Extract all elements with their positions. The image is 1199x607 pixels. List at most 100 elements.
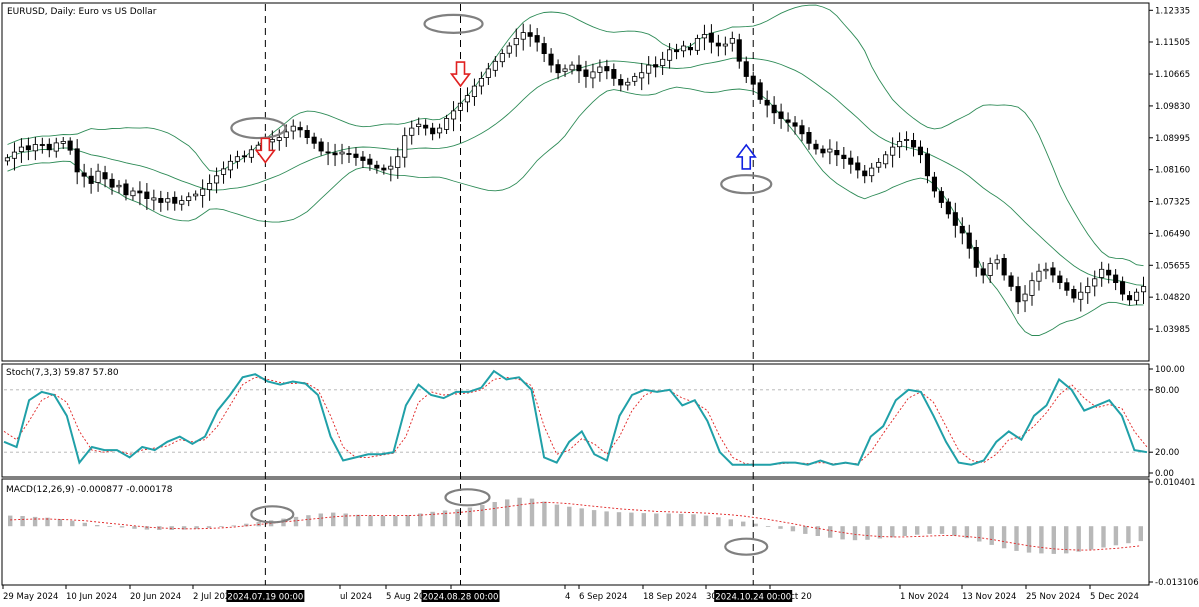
candle-bullish <box>869 167 875 177</box>
macd-histogram-bar <box>368 515 373 527</box>
candle-bullish <box>4 157 11 162</box>
candle-bearish <box>924 153 930 177</box>
macd-histogram-bar <box>119 526 125 528</box>
candle-bullish <box>402 135 408 158</box>
candle-bearish <box>1071 288 1077 299</box>
macd-axis-label: -0.013106 <box>1155 578 1199 588</box>
date-axis-label: 6 Sep 2024 <box>579 592 627 602</box>
candle-bearish <box>318 141 324 152</box>
macd-histogram-bar <box>915 526 920 535</box>
candle-bearish <box>541 43 547 55</box>
candle-bullish <box>1078 291 1084 300</box>
candle-bullish <box>625 81 631 86</box>
macd-histogram-bar <box>604 511 609 527</box>
macd-histogram-bar <box>1014 526 1019 551</box>
candle-bullish <box>388 165 394 170</box>
candle-bearish <box>144 191 150 199</box>
macd-histogram-bar <box>8 515 13 527</box>
macd-histogram-bar <box>902 526 907 536</box>
candle-bearish <box>618 79 624 86</box>
candle-bearish <box>736 39 742 62</box>
macd-trough-ellipse <box>724 537 769 556</box>
stoch-axis-label: 80.00 <box>1155 386 1179 396</box>
candle-bearish <box>743 61 749 77</box>
macd-histogram-bar <box>32 516 38 527</box>
candle-bullish <box>492 60 498 71</box>
macd-histogram-bar <box>567 506 572 527</box>
candle-bullish <box>248 149 255 158</box>
candle-bearish <box>653 64 659 68</box>
macd-histogram-bar <box>405 515 410 527</box>
macd-histogram-bar <box>828 526 833 538</box>
candle-bullish <box>701 34 707 39</box>
candle-bearish <box>841 154 847 159</box>
candle-bearish <box>1127 295 1133 301</box>
candle-bullish <box>193 193 199 197</box>
stoch-axis-label: 20.00 <box>1155 448 1179 458</box>
macd-histogram-bar <box>753 523 758 527</box>
candle-bullish <box>485 68 491 78</box>
price-axis-label: 1.06490 <box>1155 229 1190 239</box>
candle-bearish <box>1064 282 1070 291</box>
macd-histogram-bar <box>1064 526 1069 554</box>
candle-bullish <box>520 32 526 40</box>
candle-bullish <box>478 78 484 87</box>
candle-bearish <box>931 176 937 192</box>
macd-histogram-bar <box>666 513 671 527</box>
date-axis: 29 May 2024 10 Jun 2024 20 Jun 2024 2 Jul 2… <box>2 585 1139 603</box>
candle-bullish <box>200 188 206 196</box>
macd-histogram-bar <box>480 505 485 527</box>
candle-bearish <box>527 32 533 37</box>
date-axis-label: 1 Nov 2024 <box>900 592 949 602</box>
price-axis-label: 1.05655 <box>1155 261 1190 271</box>
macd-histogram-bar <box>865 526 870 540</box>
candle-bullish <box>1141 286 1147 293</box>
macd-histogram-bar <box>393 516 398 527</box>
buy-arrow-icon <box>735 143 757 170</box>
macd-histogram-bar <box>529 498 535 527</box>
candle-bearish <box>74 148 80 173</box>
candle-bullish <box>1085 286 1091 294</box>
stoch-axis-label: 0.00 <box>1155 469 1174 479</box>
macd-histogram-bar <box>678 513 684 527</box>
candle-bearish <box>39 144 45 146</box>
macd-histogram-bar <box>989 526 994 545</box>
candle-bearish <box>848 157 854 165</box>
macd-histogram-bar <box>181 526 187 530</box>
macd-histogram-bar <box>442 510 448 527</box>
macd-panel-frame <box>1 478 1150 586</box>
candle-bullish <box>213 175 220 184</box>
candle-bearish <box>88 175 94 184</box>
macd-histogram-bar <box>57 519 63 527</box>
macd-histogram-bar <box>517 497 522 527</box>
candle-bullish <box>1043 268 1049 272</box>
candle-bullish <box>11 151 18 159</box>
candle-bearish <box>771 104 777 114</box>
macd-histogram-bar <box>231 525 236 527</box>
candle-bullish <box>562 68 568 72</box>
candle-bullish <box>269 139 275 143</box>
candle-bearish <box>172 196 178 204</box>
price-high-ellipse <box>423 13 484 34</box>
macd-histogram-bar <box>70 520 75 527</box>
candle-bearish <box>430 127 436 135</box>
macd-histogram-bar <box>1101 526 1106 548</box>
macd-title: MACD(12,26,9) -0.000877 -0.000178 <box>6 485 173 495</box>
macd-histogram-bar <box>144 526 150 530</box>
candle-bullish <box>165 198 171 203</box>
candle-bearish <box>945 201 951 215</box>
candle-bearish <box>862 170 868 177</box>
candle-bullish <box>513 38 519 46</box>
candle-bearish <box>1050 267 1056 276</box>
candle-bullish <box>151 197 157 201</box>
macd-histogram-bar <box>1076 526 1081 552</box>
macd-histogram-bar <box>467 507 473 527</box>
candle-bullish <box>660 58 666 66</box>
date-axis-label: 29 May 2024 <box>3 592 58 602</box>
date-axis-label: 25 Nov 2024 <box>1026 592 1080 602</box>
candle-bullish <box>1099 268 1105 278</box>
candle-bullish <box>883 154 889 165</box>
candle-bullish <box>876 161 882 168</box>
candle-bullish <box>639 72 645 79</box>
candle-bullish <box>450 110 457 120</box>
